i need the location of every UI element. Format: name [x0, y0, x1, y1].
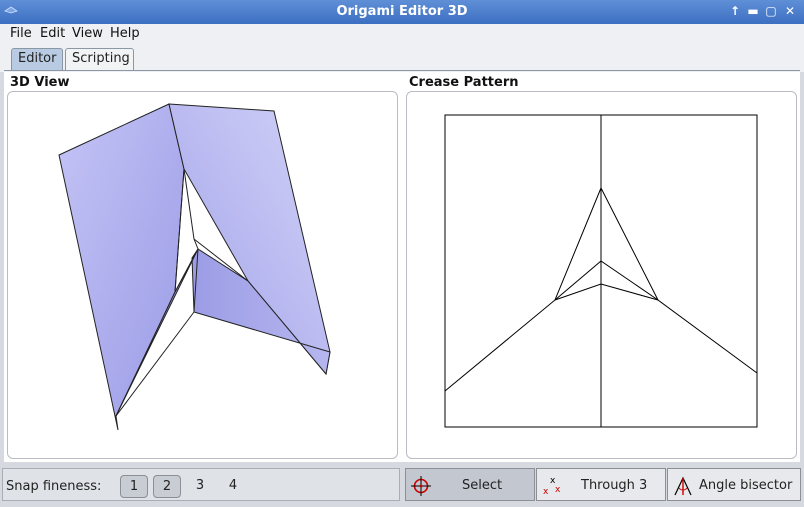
through3-tool-button[interactable]: x x x Through 3: [536, 468, 666, 501]
title-bar: Origami Editor 3D ↑ ▬ ▢ ✕: [0, 0, 804, 24]
window-title: Origami Editor 3D: [336, 4, 468, 19]
svg-text:x: x: [555, 485, 561, 495]
menu-view[interactable]: View: [72, 26, 103, 41]
angle-bisector-tool-label: Angle bisector: [699, 478, 793, 493]
menu-bar: File Edit View Help: [0, 24, 804, 44]
select-tool-button[interactable]: Select: [405, 468, 535, 501]
through3-tool-label: Through 3: [581, 478, 648, 493]
menu-file[interactable]: File: [10, 26, 32, 41]
right-wing-face: [168, 103, 331, 376]
minimize-icon[interactable]: ▬: [747, 4, 759, 18]
select-tool-label: Select: [462, 478, 503, 493]
inner-triangle-upper: [554, 260, 659, 301]
editor-content: 3D View Crease Pattern: [4, 72, 800, 462]
pin-icon[interactable]: ↑: [729, 4, 741, 18]
left-wing-face: [58, 103, 185, 431]
angle-bisector-icon: [674, 476, 692, 496]
inner-triangle-lower: [554, 283, 659, 301]
view3d-label: 3D View: [10, 75, 70, 90]
snap-fineness-group: Snap fineness: 1 2 3 4: [2, 468, 400, 501]
crease-pattern-label: Crease Pattern: [409, 75, 519, 90]
crease-pattern-canvas[interactable]: [407, 92, 796, 458]
svg-text:x: x: [550, 476, 556, 486]
tab-strip: Editor Scripting: [0, 44, 804, 72]
crosshair-icon: [411, 476, 431, 496]
menu-help[interactable]: Help: [110, 26, 140, 41]
view3d-panel[interactable]: [7, 91, 398, 459]
inner-crease-lines-2: [174, 168, 199, 293]
snap-option-4[interactable]: 4: [228, 478, 238, 493]
inner-crease-lines-3: [115, 248, 199, 417]
snap-option-1[interactable]: 1: [120, 475, 148, 498]
snap-fineness-label: Snap fineness:: [6, 479, 102, 494]
svg-text:x: x: [543, 487, 549, 497]
tab-divider: [4, 70, 800, 71]
close-icon[interactable]: ✕: [784, 4, 796, 18]
menu-edit[interactable]: Edit: [40, 26, 66, 41]
view3d-canvas[interactable]: [8, 92, 397, 458]
snap-option-2[interactable]: 2: [153, 475, 181, 498]
three-points-icon: x x x: [543, 476, 561, 497]
snap-option-3[interactable]: 3: [195, 478, 205, 493]
angle-bisector-tool-button[interactable]: Angle bisector: [667, 468, 801, 501]
app-icon: [4, 6, 18, 14]
bottom-toolbar: Snap fineness: 1 2 3 4 Select x x x Thro…: [0, 466, 804, 507]
tab-editor[interactable]: Editor: [11, 48, 63, 70]
crease-pattern-panel[interactable]: [406, 91, 797, 459]
tab-scripting[interactable]: Scripting: [65, 48, 134, 70]
maximize-icon[interactable]: ▢: [765, 4, 777, 18]
